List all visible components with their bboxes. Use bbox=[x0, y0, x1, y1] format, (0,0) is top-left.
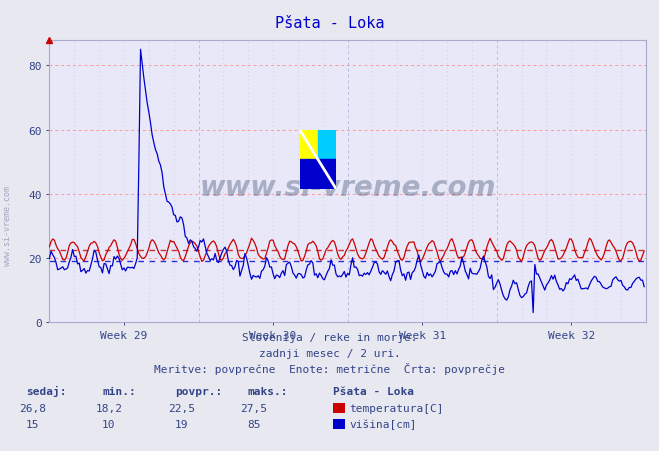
Text: 10: 10 bbox=[102, 419, 115, 429]
Bar bbox=[300, 131, 318, 160]
Text: Pšata - Loka: Pšata - Loka bbox=[275, 16, 384, 31]
Text: 15: 15 bbox=[26, 419, 40, 429]
Text: 26,8: 26,8 bbox=[20, 403, 46, 413]
Text: Pšata - Loka: Pšata - Loka bbox=[333, 387, 414, 396]
Text: temperatura[C]: temperatura[C] bbox=[349, 403, 444, 413]
Text: Slovenija / reke in morje.: Slovenija / reke in morje. bbox=[242, 332, 417, 342]
Bar bbox=[300, 160, 336, 189]
Text: 19: 19 bbox=[175, 419, 188, 429]
Text: 27,5: 27,5 bbox=[241, 403, 267, 413]
Text: višina[cm]: višina[cm] bbox=[349, 419, 416, 429]
Text: sedaj:: sedaj: bbox=[26, 386, 67, 396]
Text: www.si-vreme.com: www.si-vreme.com bbox=[200, 173, 496, 201]
Text: Meritve: povprečne  Enote: metrične  Črta: povprečje: Meritve: povprečne Enote: metrične Črta:… bbox=[154, 362, 505, 374]
Text: maks.:: maks.: bbox=[247, 387, 287, 396]
Text: zadnji mesec / 2 uri.: zadnji mesec / 2 uri. bbox=[258, 348, 401, 358]
Text: povpr.:: povpr.: bbox=[175, 387, 222, 396]
Text: 18,2: 18,2 bbox=[96, 403, 122, 413]
Text: 22,5: 22,5 bbox=[168, 403, 194, 413]
Text: www.si-vreme.com: www.si-vreme.com bbox=[3, 186, 13, 265]
Text: 85: 85 bbox=[247, 419, 260, 429]
Text: min.:: min.: bbox=[102, 387, 136, 396]
Bar bbox=[318, 131, 336, 160]
